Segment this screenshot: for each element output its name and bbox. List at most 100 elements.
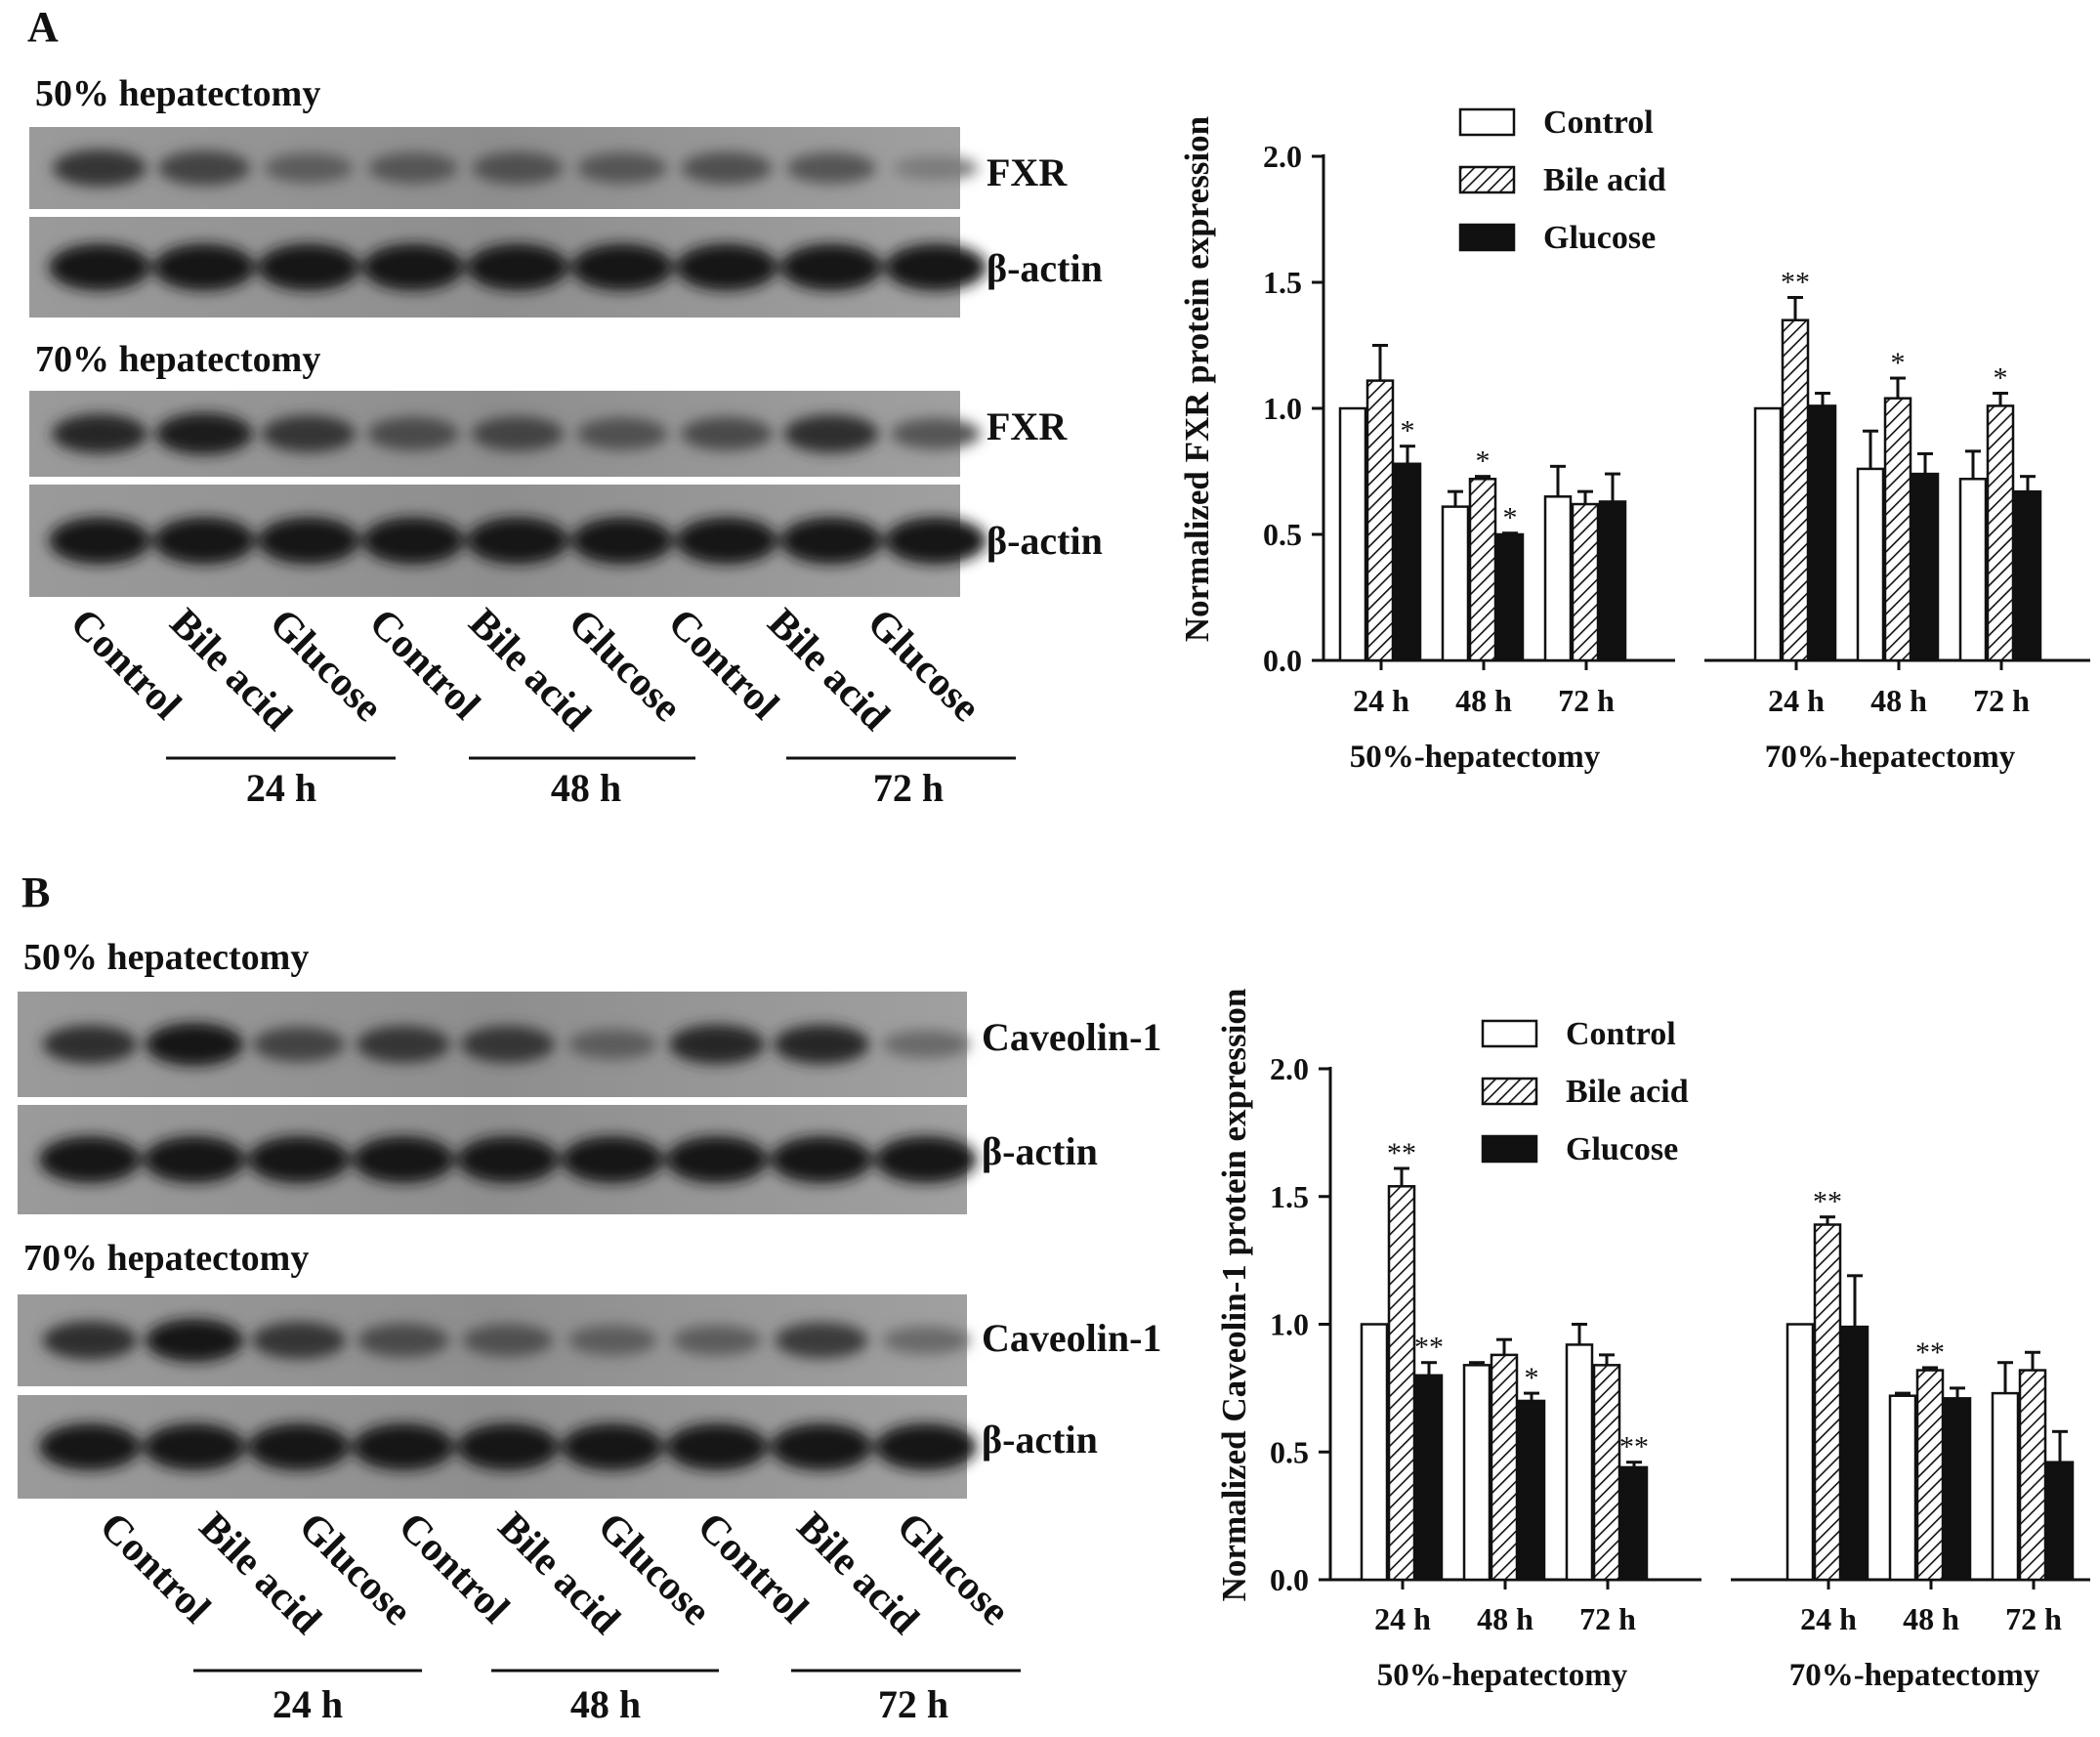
x-category-label: 24 h [1374,1601,1431,1636]
loading-band [248,1423,350,1470]
bar [1598,500,1627,662]
panel-letter: A [27,3,59,51]
loading-bands [39,1136,977,1183]
bar [1753,406,1783,662]
protein-band [774,1024,869,1065]
significance-mark: ** [1387,1137,1416,1169]
legend-label: Control [1566,1016,1676,1052]
bar [1943,1397,1972,1582]
loading-band [353,1136,454,1183]
significance-mark: ** [1915,1336,1945,1369]
y-axis-label: Normalized FXR protein expression [1178,116,1216,642]
protein-bands [52,412,981,455]
loading-band [771,1423,872,1470]
timepoint-label: 72 h [878,1682,948,1726]
x-category-label: 48 h [1477,1601,1533,1636]
timepoint-label: 48 h [551,766,621,810]
protein-band [52,413,147,454]
x-category-label: 72 h [1558,683,1615,718]
lane-label: Control [91,1504,219,1632]
significance-mark: ** [1414,1332,1444,1364]
panel-b-western-blots: B 50% hepatectomy Caveolin-1 β-actin 70% hep… [18,868,1161,1726]
protein-band [891,418,981,449]
loading-band [49,517,150,565]
bar [1856,467,1885,662]
protein-band [775,1322,868,1359]
bar [1495,532,1525,662]
panel-b-bar-chart: Control Bile acid Glucose 0.0 0.5 1.0 1.5 2.0 No… [1215,989,2090,1693]
loading-band [780,243,882,291]
protein-band [786,152,876,184]
group-label: 50%-hepatectomy [1350,740,1601,775]
significance-mark: * [1401,415,1415,447]
protein-band [357,1026,450,1063]
loading-band [153,517,255,565]
protein-band [462,1324,554,1357]
protein-band [882,1030,970,1059]
loading-band [562,1136,663,1183]
loading-band [875,1423,977,1470]
protein-band [882,1326,970,1355]
lane-label: Control [62,601,189,729]
bar [2018,1369,2047,1582]
loading-bands [39,1423,977,1470]
loading-band [39,1423,141,1470]
legend-label: Control [1543,105,1654,141]
significance-mark: * [1476,445,1491,478]
legend-swatch [1458,165,1516,194]
protein-label: Caveolin-1 [982,1015,1161,1059]
significance-mark: ** [1813,1186,1842,1218]
legend-label: Glucose [1543,220,1656,256]
section-title: 70% hepatectomy [35,339,320,380]
protein-band [157,150,251,186]
x-category-label: 72 h [1973,683,2030,718]
loading-band [39,1136,141,1183]
legend-swatch [1458,107,1516,137]
bar [1785,1323,1815,1582]
y-tick-label: 0.0 [1270,1562,1309,1597]
loading-band [571,517,673,565]
legend-label: Bile acid [1566,1074,1689,1110]
loading-control-label: β-actin [987,246,1103,290]
protein-band [783,414,879,453]
protein-band [367,416,459,451]
x-category-label: 72 h [1579,1601,1636,1636]
panel-letter: B [21,868,50,916]
bar [1462,1364,1491,1582]
protein-band [262,415,356,452]
bar [1883,397,1912,662]
y-tick-label: 0.5 [1263,517,1302,552]
protein-band [461,1026,555,1063]
protein-band [672,1325,762,1356]
group-label: 70%-hepatectomy [1789,1658,2040,1693]
significance-mark: * [1503,502,1518,534]
panel-a-bar-chart: Control Bile acid Glucose 0.0 0.5 1.0 1.5 2.0 No… [1178,105,2090,775]
timepoint-label: 48 h [570,1682,641,1726]
protein-band [264,152,354,184]
legend-swatch [1458,223,1516,252]
bar [1468,477,1497,662]
bar [1808,404,1837,662]
bar [1365,379,1395,662]
loading-band [49,243,150,291]
bar [1393,462,1422,662]
x-category-label: 48 h [1870,683,1927,718]
x-category-label: 72 h [2005,1601,2062,1636]
bar [2013,489,2042,662]
loading-band [362,517,464,565]
legend-label: Bile acid [1543,162,1666,198]
protein-band [472,151,564,185]
loading-band [153,243,255,291]
loading-band [144,1423,245,1470]
section-title: 50% hepatectomy [35,73,320,114]
loading-band [467,243,568,291]
loading-bands [49,517,987,565]
loading-band [676,517,777,565]
x-category-label: 24 h [1800,1601,1857,1636]
x-category-label: 48 h [1903,1601,1959,1636]
bar [1517,1399,1546,1582]
protein-band [252,1322,346,1359]
significance-mark: * [1525,1362,1539,1394]
bar [1813,1223,1842,1582]
legend-swatch [1481,1077,1538,1106]
